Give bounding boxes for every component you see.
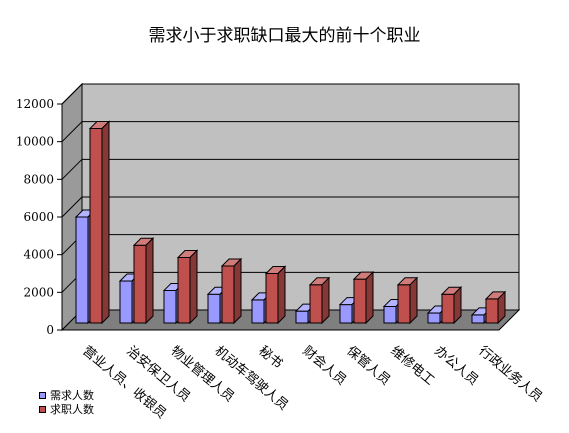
bar-applicants [441,293,455,324]
bar-group [88,120,111,325]
bar-demand [471,314,485,324]
legend-label-applicants: 求职人数 [50,403,94,416]
y-tick-label: 6000 [23,210,54,224]
bar-demand [207,293,221,324]
y-tick-label: 2000 [23,285,54,299]
bar-demand [383,305,397,324]
bar-group [440,286,463,325]
bar-applicants [353,278,367,324]
bar-applicants [309,284,323,324]
bar-demand [163,289,177,324]
legend: 需求人数 求职人数 [39,388,94,416]
bar-side [453,286,462,325]
x-tick-label: 维修电工 [387,344,436,389]
gridline-side [61,121,83,143]
bar-side [233,257,242,325]
bar-demand [119,280,133,324]
bar-group [176,249,199,325]
x-tick-label: 行政业务人员 [475,343,545,405]
legend-swatch-applicants [39,405,46,413]
bar-side [321,276,330,325]
bar-group [220,257,243,325]
bar-side [277,265,286,325]
legend-item-demand: 需求人数 [39,388,94,402]
bar-group [264,265,287,325]
y-tick-label: 12000 [16,97,54,111]
legend-swatch-demand [39,391,46,399]
gridline-side [61,83,83,105]
bar-side [145,237,154,325]
bar-demand [251,299,265,324]
bar-demand [339,304,353,324]
x-tick-label: 办公人员 [431,344,480,389]
legend-label-demand: 需求人数 [50,389,94,402]
y-tick-label: 8000 [23,172,54,186]
bar-side [497,290,506,325]
bar-applicants [89,127,103,324]
bar-applicants [485,298,499,324]
bar-applicants [221,265,235,324]
bar-demand [427,312,441,324]
bar-side [365,270,374,325]
x-tick-label: 保管人员 [343,344,392,389]
bar-group [132,237,155,325]
bar-demand [295,310,309,324]
bar-side [189,249,198,325]
gridline-side [61,196,83,218]
bar-applicants [177,256,191,324]
y-tick-label: 10000 [16,135,54,149]
bar-side [101,120,110,325]
gridline-side [61,158,83,180]
bar-demand [75,216,89,324]
y-tick-label: 0 [46,323,54,337]
x-tick-label: 财会人员 [299,344,348,389]
bar-group [396,276,419,325]
chart-title: 需求小于求职缺口最大的前十个职业 [148,26,421,46]
bar-applicants [133,244,147,324]
x-tick-label: 机动车驾驶人员 [211,343,291,414]
bar-applicants [265,273,279,324]
legend-item-applicants: 求职人数 [39,402,94,416]
bar-group [352,270,375,325]
x-tick-label: 秘书 [255,344,285,372]
y-tick-label: 4000 [23,248,54,262]
bar-side [409,276,418,325]
bar-group [484,290,507,325]
bar-applicants [397,284,411,324]
bar-group [308,276,331,325]
